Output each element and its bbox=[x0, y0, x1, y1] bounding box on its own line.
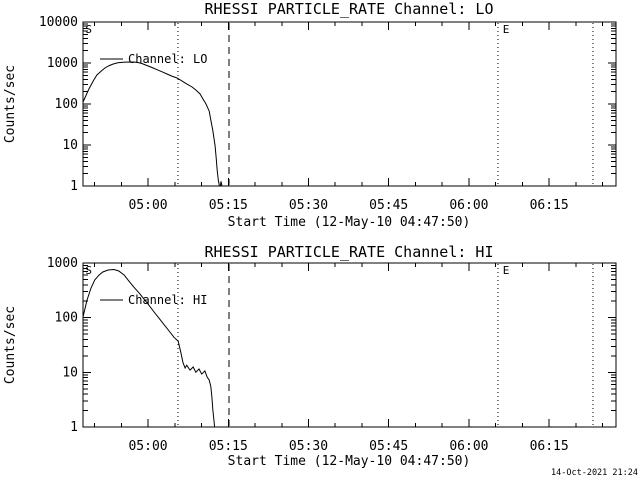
plot-creation-timestamp: 14-Oct-2021 21:24 bbox=[551, 468, 638, 478]
panel-lo-title: RHESSI PARTICLE_RATE Channel: LO bbox=[205, 0, 494, 18]
panel-channel-lo: RHESSI PARTICLE_RATE Channel: LO Start T… bbox=[3, 0, 617, 230]
y-tick-label: 1000 bbox=[47, 256, 78, 271]
y-tick-label: 10 bbox=[62, 138, 78, 153]
x-tick-label: 05:00 bbox=[128, 439, 167, 454]
y-tick-label: 100 bbox=[55, 97, 78, 112]
y-tick-label: 1 bbox=[70, 420, 78, 435]
legend-label-lo: Channel: LO bbox=[128, 52, 207, 66]
x-tick-label: 06:00 bbox=[449, 198, 488, 213]
legend-label-hi: Channel: HI bbox=[128, 293, 207, 307]
panel-hi-yaxis-label: Counts/sec bbox=[3, 306, 18, 384]
plot-frame bbox=[82, 21, 617, 187]
panel-hi-title: RHESSI PARTICLE_RATE Channel: HI bbox=[205, 243, 494, 261]
panel-lo-yaxis-label: Counts/sec bbox=[3, 65, 18, 143]
flag-e-label: E bbox=[503, 23, 510, 36]
x-tick-label: 05:00 bbox=[128, 198, 167, 213]
x-tick-label: 05:45 bbox=[369, 198, 408, 213]
y-tick-label: 1 bbox=[70, 179, 78, 194]
panel-lo-xaxis-label: Start Time (12-May-10 04:47:50) bbox=[228, 215, 471, 230]
y-tick-label: 10000 bbox=[39, 15, 78, 30]
x-tick-label: 06:00 bbox=[449, 439, 488, 454]
x-tick-label: 05:15 bbox=[209, 198, 248, 213]
data-curve-channel-hi bbox=[82, 268, 216, 428]
x-tick-label: 05:30 bbox=[289, 439, 328, 454]
flag-s-label: S bbox=[85, 264, 92, 277]
plot-frame bbox=[82, 262, 617, 428]
data-curve-channel-lo bbox=[82, 61, 223, 187]
panel-lo-plot-area: 05:00 05:15 05:30 05:45 06:00 06:15 10000 1000 1… bbox=[39, 15, 617, 213]
x-tick-label: 05:30 bbox=[289, 198, 328, 213]
panel-hi-xaxis-label: Start Time (12-May-10 04:47:50) bbox=[228, 454, 471, 469]
flag-e-label: E bbox=[503, 264, 510, 277]
y-tick-label: 10 bbox=[62, 365, 78, 380]
x-tick-label: 06:15 bbox=[530, 198, 569, 213]
panel-channel-hi: RHESSI PARTICLE_RATE Channel: HI Start T… bbox=[3, 243, 617, 469]
y-tick-label: 100 bbox=[55, 311, 78, 326]
y-tick-label: 1000 bbox=[47, 56, 78, 71]
flag-s-label: S bbox=[85, 23, 92, 36]
x-tick-label: 05:15 bbox=[209, 439, 248, 454]
panel-hi-plot-area: 05:00 05:15 05:30 05:45 06:00 06:15 1000 100 10 1… bbox=[47, 256, 617, 454]
x-tick-label: 05:45 bbox=[369, 439, 408, 454]
x-tick-label: 06:15 bbox=[530, 439, 569, 454]
